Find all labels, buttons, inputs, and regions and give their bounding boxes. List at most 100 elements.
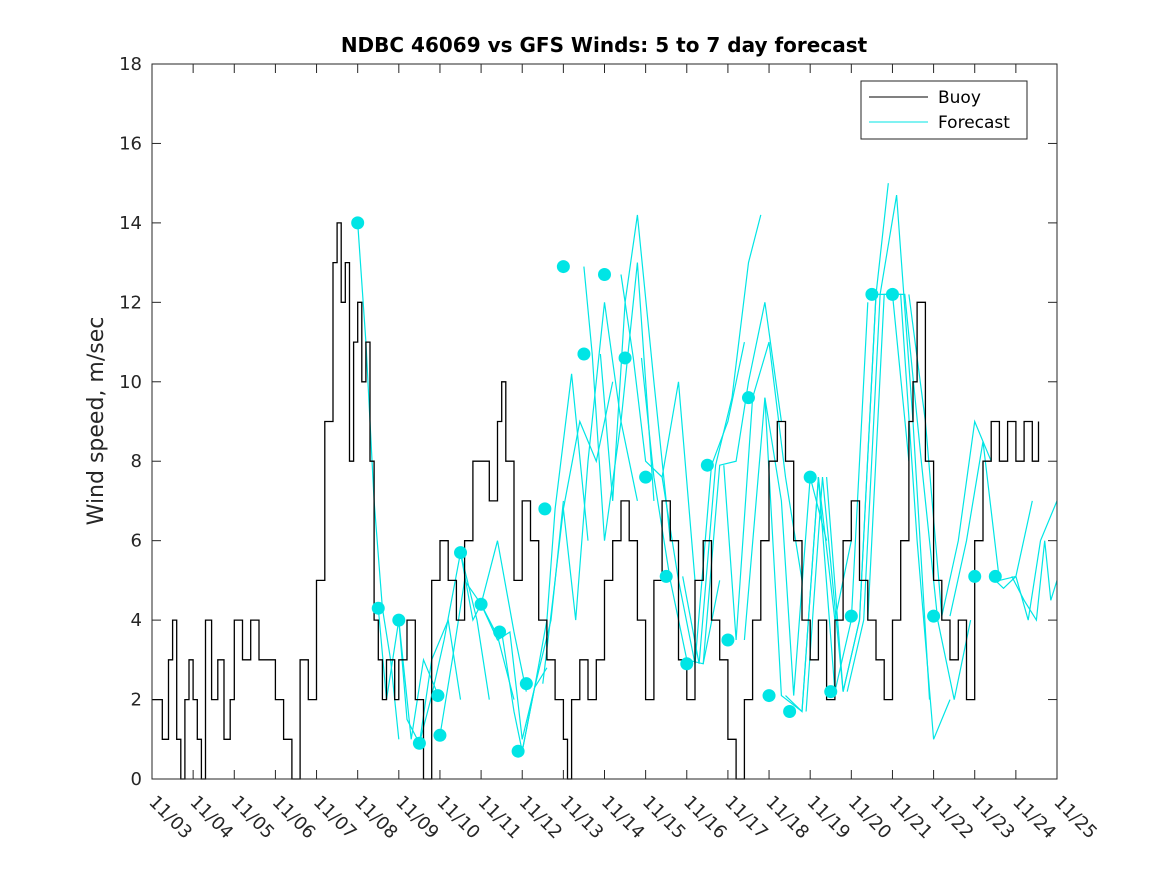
y-tick-label: 18 [119, 54, 142, 75]
forecast-line [542, 381, 614, 684]
forecast-start-marker [927, 609, 941, 623]
forecast-line [990, 500, 1058, 621]
forecast-line [888, 293, 972, 700]
x-tick-labels: 11/0311/0411/0511/0611/0711/0811/0911/10… [144, 792, 1101, 844]
forecast-line [599, 214, 671, 541]
y-tick-label: 10 [119, 372, 142, 393]
forecast-start-marker [556, 260, 570, 274]
forecast-start-marker [454, 546, 468, 560]
forecast-start-marker [865, 287, 879, 301]
forecast-line [826, 293, 910, 692]
plot-frame [151, 63, 1058, 780]
buoy-line [152, 222, 1040, 780]
forecast-start-marker [511, 744, 525, 758]
forecast-line [743, 397, 828, 696]
forecast-start-marker [885, 287, 899, 301]
x-tick-label: 11/20 [844, 792, 896, 844]
forecast-start-marker [968, 569, 982, 583]
forecast-start-marker [844, 609, 858, 623]
y-tick-label: 4 [131, 610, 142, 631]
x-tick-label: 11/05 [227, 792, 279, 844]
forecast-line [846, 195, 931, 700]
y-tick-label: 12 [119, 292, 142, 313]
forecast-line [459, 540, 527, 692]
forecast-line [521, 373, 589, 752]
forecast-start-marker [519, 677, 533, 691]
forecast-start-marker [988, 569, 1002, 583]
forecast-start-marker [700, 458, 714, 472]
forecast-start-marker [392, 613, 406, 627]
chart-title: NDBC 46069 vs GFS Winds: 5 to 7 day fore… [341, 33, 868, 57]
forecast-line [908, 294, 992, 617]
y-axis-label: Wind speed, m/sec [84, 317, 109, 526]
forecast-start-marker [639, 470, 653, 484]
forecast-start-marker [824, 685, 838, 699]
forecast-line [583, 262, 655, 541]
y-tick-label: 6 [131, 531, 142, 552]
forecast-start-marker [762, 689, 776, 703]
y-tick-label: 2 [131, 690, 142, 711]
y-tick-label: 14 [119, 213, 142, 234]
forecast-line [723, 341, 803, 641]
x-tick-label: 11/06 [268, 792, 320, 844]
y-tick-labels: 0 2 4 6 8 10 12 14 16 18 [119, 54, 142, 790]
forecast-line [867, 293, 951, 740]
x-tick-label: 11/03 [144, 792, 196, 844]
forecast-line [682, 214, 762, 664]
x-tick-label: 11/17 [720, 792, 772, 844]
forecast-start-marker [803, 470, 817, 484]
x-tick-label: 11/15 [638, 792, 690, 844]
forecast-line [357, 222, 400, 740]
forecast-start-marker [741, 391, 755, 405]
forecast-line [949, 441, 1033, 617]
legend-forecast-label: Forecast [938, 113, 1010, 133]
forecast-line [1011, 540, 1058, 622]
legend-box [860, 80, 1028, 140]
x-tick-label: 11/09 [391, 792, 443, 844]
x-tick-label: 11/08 [350, 792, 402, 844]
forecast-line [377, 608, 441, 740]
x-tick-label: 11/11 [474, 792, 526, 844]
x-tick-label: 11/07 [309, 792, 361, 844]
forecast-start-marker [474, 597, 488, 611]
x-tick-label: 11/25 [1049, 792, 1101, 844]
y-tick-label: 0 [131, 769, 142, 790]
x-tick-label: 11/18 [762, 792, 814, 844]
forecast-line [439, 578, 515, 736]
x-tick-label: 11/24 [1008, 792, 1060, 844]
forecast-start-marker [431, 689, 445, 703]
forecast-start-marker [371, 601, 385, 615]
forecast-start-marker [721, 633, 735, 647]
forecast-start-marker [783, 704, 797, 718]
y-tick-label: 8 [131, 451, 142, 472]
forecast-line [620, 274, 696, 581]
x-tick-label: 11/10 [432, 792, 484, 844]
forecast-start-marker [538, 502, 552, 516]
forecast-start-marker [618, 351, 632, 365]
x-tick-label: 11/21 [885, 792, 937, 844]
x-tick-label: 11/16 [679, 792, 731, 844]
y-tick-label: 16 [119, 133, 142, 154]
forecast-start-marker [433, 728, 447, 742]
forecast-start-marker [598, 268, 611, 282]
x-tick-label: 11/22 [926, 792, 978, 844]
forecast-line [562, 302, 638, 621]
forecast-start-marker [680, 657, 694, 671]
series-layer [152, 183, 1058, 780]
forecast-line [702, 302, 782, 664]
forecast-start-marker [351, 216, 365, 230]
legend: Buoy Forecast [860, 80, 1028, 140]
forecast-start-marker [412, 736, 426, 750]
forecast-line [785, 302, 869, 713]
legend-buoy-label: Buoy [938, 88, 981, 108]
x-tick-label: 11/19 [803, 792, 855, 844]
x-tick-label: 11/04 [186, 792, 238, 844]
x-tick-label: 11/13 [556, 792, 608, 844]
x-tick-label: 11/12 [515, 792, 567, 844]
forecast-line [398, 617, 462, 746]
forecast-line [418, 552, 490, 744]
forecast-start-marker [577, 347, 591, 361]
forecast-start-marker [493, 625, 507, 639]
x-tick-label: 11/14 [597, 792, 649, 844]
